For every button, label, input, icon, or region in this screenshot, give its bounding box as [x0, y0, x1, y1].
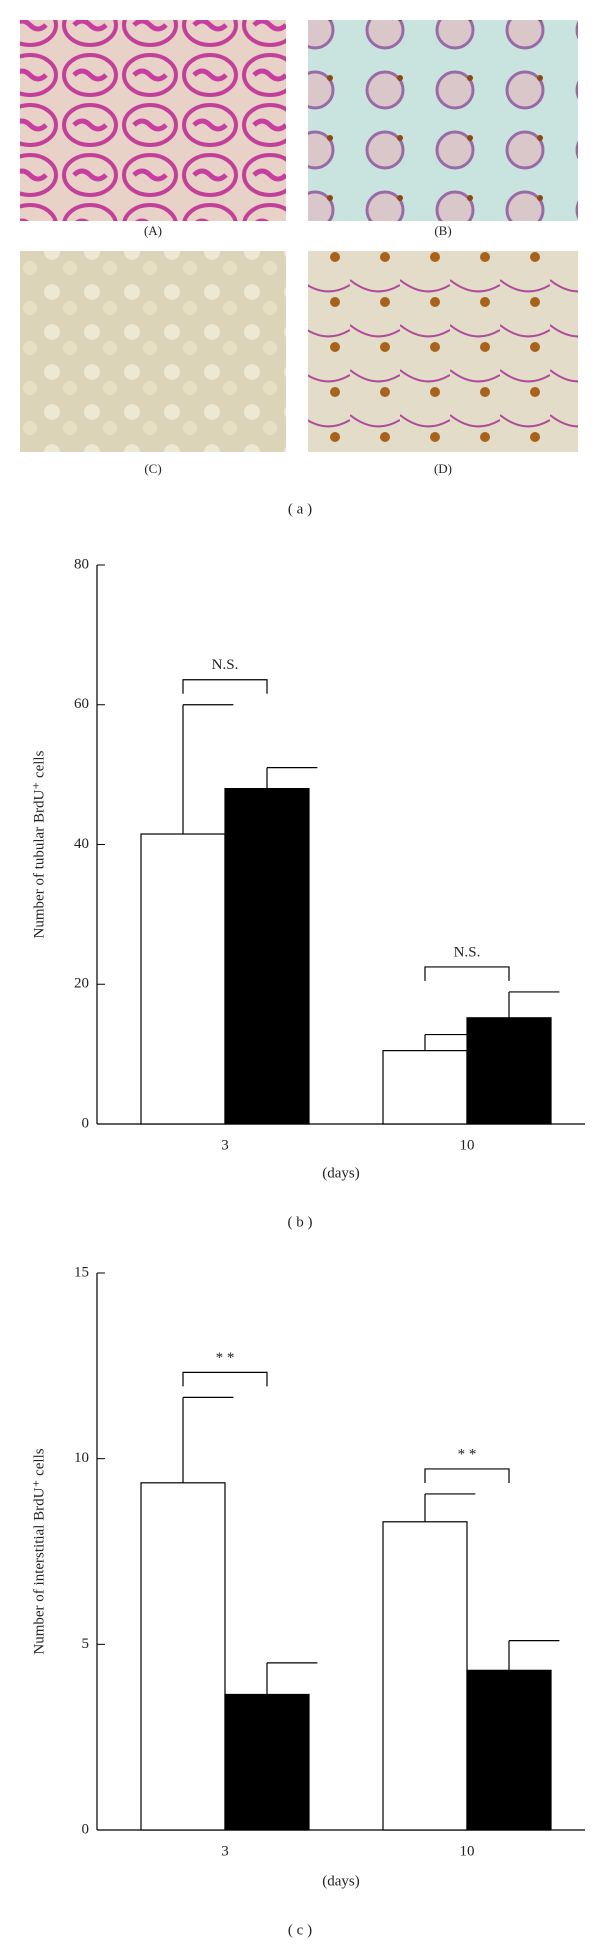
micrograph	[308, 20, 578, 221]
bar	[224, 787, 310, 1125]
y-tick-label: 20	[74, 976, 89, 992]
image-label: (A)	[144, 223, 162, 238]
x-tick-label: 10	[460, 1843, 475, 1859]
bar	[224, 1693, 310, 1831]
image-label: (C)	[144, 461, 161, 476]
micrograph	[20, 20, 286, 221]
significance-bracket	[182, 1371, 268, 1387]
bar	[140, 833, 226, 1125]
x-tick-label: 10	[460, 1137, 475, 1153]
x-axis-label: (days)	[322, 1873, 360, 1889]
y-tick-label: 0	[82, 1115, 90, 1131]
significance-bracket	[424, 966, 510, 981]
y-tick-label: 40	[74, 836, 89, 852]
annotation: * *	[216, 1350, 235, 1366]
annotation: * *	[458, 1446, 477, 1462]
significance-bracket	[182, 679, 268, 694]
y-tick-label: 10	[74, 1450, 89, 1466]
image-label: (B)	[434, 223, 451, 238]
annotation: N.S.	[454, 944, 481, 960]
bar	[466, 1017, 552, 1125]
y-tick-label: 0	[82, 1821, 90, 1837]
micrograph	[308, 251, 578, 452]
y-tick-label: 60	[74, 696, 89, 712]
x-tick-label: 3	[221, 1843, 229, 1859]
x-tick-label: 3	[221, 1137, 229, 1153]
bar	[466, 1669, 552, 1831]
annotation: N.S.	[212, 657, 239, 673]
significance-bracket	[424, 1468, 510, 1483]
x-axis-label: (days)	[322, 1165, 360, 1181]
image-label: (D)	[434, 461, 452, 476]
y-tick-label: 80	[74, 556, 89, 572]
panel-label: ( c )	[288, 1922, 312, 1938]
panel-label: ( a )	[288, 501, 312, 517]
y-axis-label: Number of tubular BrdU⁺ cells	[31, 750, 47, 938]
y-tick-label: 5	[82, 1636, 90, 1652]
y-tick-label: 15	[74, 1264, 89, 1280]
bar	[382, 1050, 468, 1125]
bar	[382, 1521, 468, 1831]
panel-label: ( b )	[288, 1214, 313, 1230]
y-axis-label: Number of interstitial BrdU⁺ cells	[31, 1448, 47, 1654]
bar	[140, 1482, 226, 1831]
micrograph	[20, 251, 286, 452]
